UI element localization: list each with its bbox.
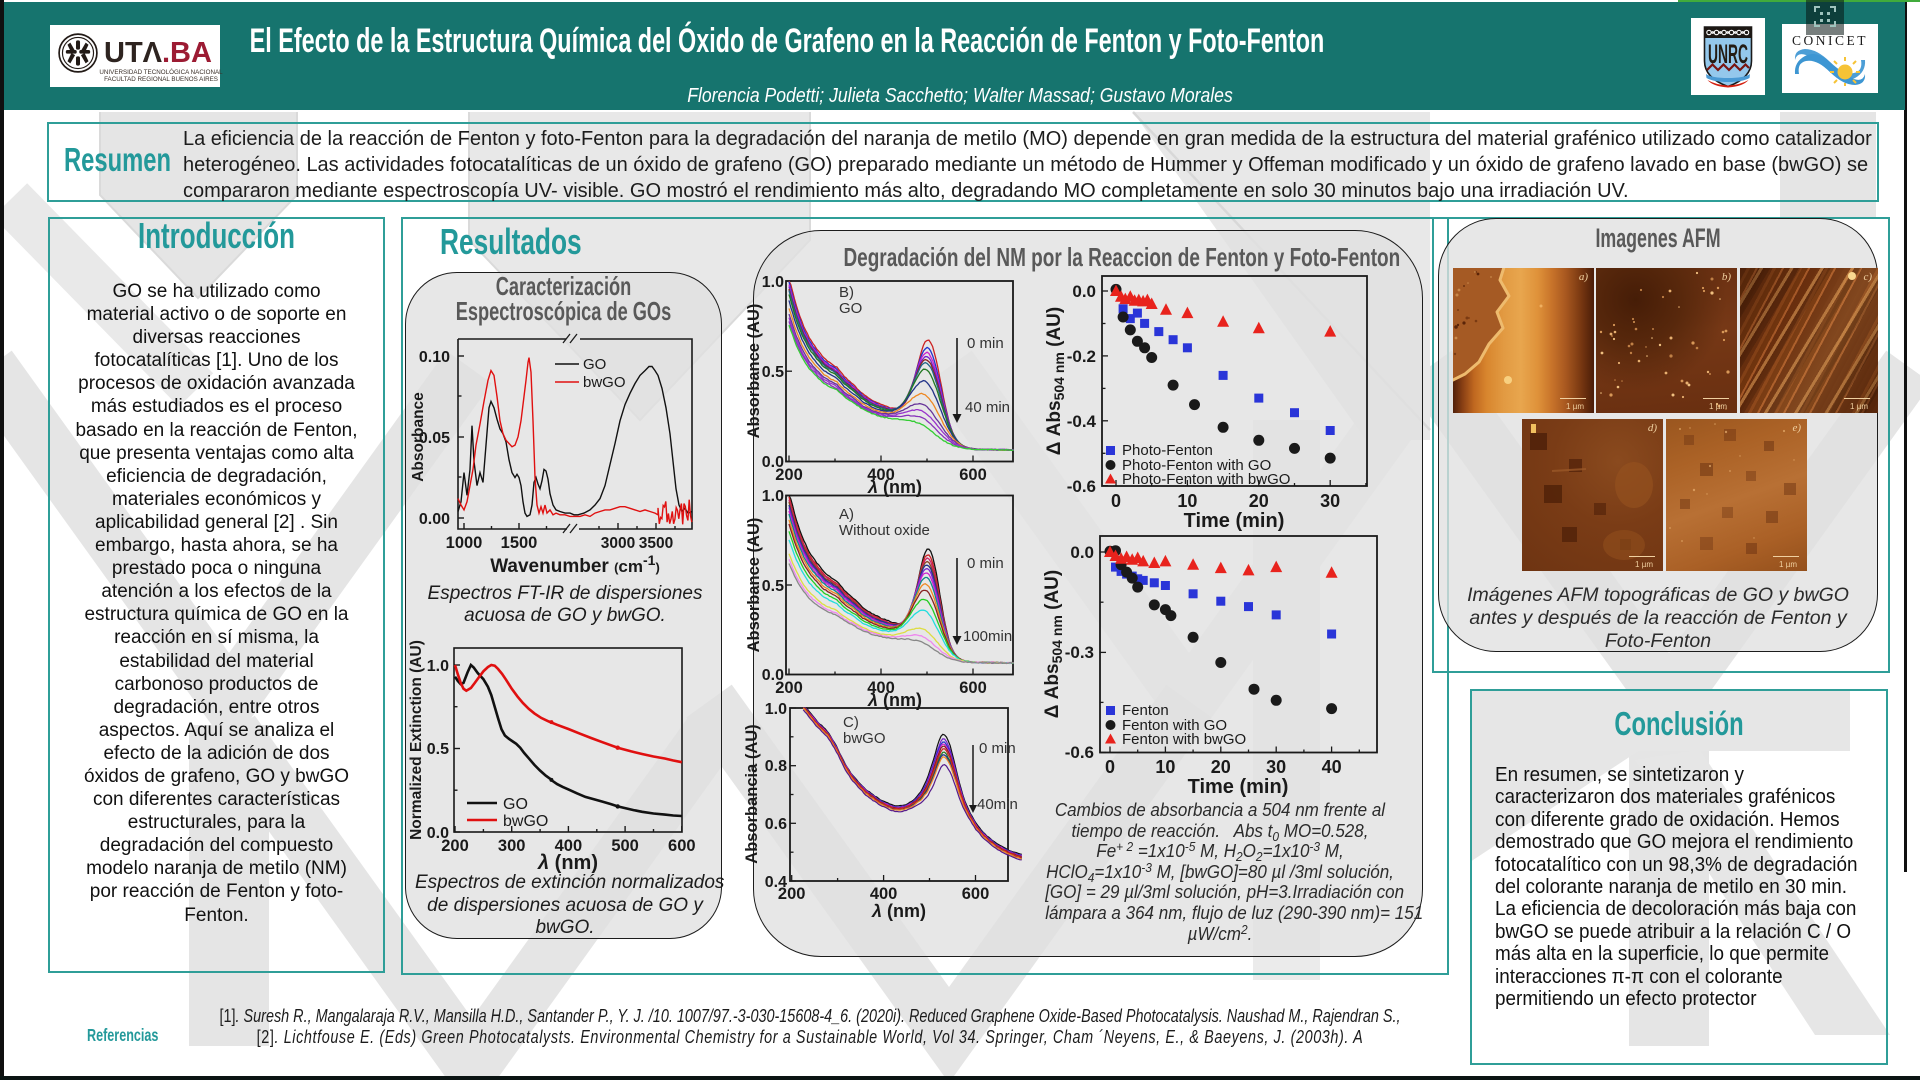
- svg-text:0: 0: [1105, 757, 1115, 777]
- svg-text:1500: 1500: [501, 534, 538, 552]
- svg-text:0.0: 0.0: [762, 454, 784, 471]
- svg-text:Absorbance (AU): Absorbance (AU): [745, 518, 763, 653]
- svg-text:Time (min): Time (min): [1188, 776, 1289, 798]
- svg-text:Wavenumber (cm-1): Wavenumber (cm-1): [490, 552, 660, 577]
- svg-text:400: 400: [555, 837, 583, 855]
- svg-text:0.0: 0.0: [427, 825, 449, 842]
- svg-text:bwGO: bwGO: [843, 730, 886, 747]
- svg-text:40min: 40min: [977, 796, 1018, 813]
- svg-text:400: 400: [870, 885, 898, 903]
- svg-text:300: 300: [498, 837, 526, 855]
- svg-text:Photo-Fenton with GO: Photo-Fenton with GO: [1122, 457, 1271, 474]
- svg-text:λ (nm): λ (nm): [537, 852, 598, 874]
- svg-text:1.0: 1.0: [762, 274, 784, 291]
- svg-text:0.8: 0.8: [765, 758, 787, 775]
- svg-text:200: 200: [441, 837, 469, 855]
- svg-text:40 min: 40 min: [965, 399, 1010, 416]
- svg-text:200: 200: [775, 466, 803, 484]
- svg-text:600: 600: [668, 837, 696, 855]
- svg-text:A): A): [839, 506, 854, 523]
- svg-text:Without oxide: Without oxide: [839, 522, 930, 539]
- svg-text:λ (nm): λ (nm): [871, 901, 926, 921]
- svg-text:30: 30: [1320, 491, 1340, 511]
- svg-text:20: 20: [1211, 757, 1231, 777]
- svg-text:λ (nm): λ (nm): [867, 477, 922, 497]
- svg-text:Δ Abs504 nm (AU): Δ Abs504 nm (AU): [1042, 570, 1065, 718]
- svg-text:Fenton with bwGO: Fenton with bwGO: [1122, 731, 1246, 748]
- svg-text:0 min: 0 min: [967, 555, 1004, 572]
- svg-text:0.6: 0.6: [765, 816, 787, 833]
- svg-text:0.10: 0.10: [419, 349, 450, 366]
- svg-text:Normalized Extinction (AU): Normalized Extinction (AU): [408, 640, 425, 840]
- svg-text:0.4: 0.4: [765, 874, 787, 891]
- svg-text:0.05: 0.05: [419, 430, 450, 447]
- svg-text:-0.3: -0.3: [1065, 643, 1094, 662]
- svg-text:200: 200: [775, 679, 803, 697]
- svg-text:0.0: 0.0: [1070, 543, 1094, 562]
- svg-text:GO: GO: [503, 796, 528, 813]
- svg-text:Photo-Fenton with bwGO: Photo-Fenton with bwGO: [1122, 471, 1290, 488]
- svg-text:λ (nm): λ (nm): [867, 690, 922, 710]
- svg-text:Absorbance (AU): Absorbance (AU): [745, 304, 763, 439]
- svg-text:1.0: 1.0: [762, 488, 784, 505]
- svg-text:1000: 1000: [446, 534, 483, 552]
- svg-text:Fenton with GO: Fenton with GO: [1122, 717, 1227, 734]
- svg-text:UNRC: UNRC: [1708, 41, 1748, 70]
- svg-text:0.0: 0.0: [1072, 282, 1096, 301]
- svg-text:-0.2: -0.2: [1067, 347, 1096, 366]
- svg-text:0.5: 0.5: [762, 364, 784, 381]
- svg-text:bwGO: bwGO: [583, 374, 626, 391]
- svg-text:Δ Abs504 nm (AU): Δ Abs504 nm (AU): [1044, 307, 1067, 455]
- svg-text:Fenton: Fenton: [1122, 702, 1169, 719]
- svg-text:0.00: 0.00: [419, 511, 450, 528]
- svg-text:10: 10: [1177, 491, 1197, 511]
- svg-text:Absorbancia (AU): Absorbancia (AU): [745, 724, 761, 863]
- svg-text:0.5: 0.5: [762, 578, 784, 595]
- svg-text:Time (min): Time (min): [1184, 510, 1285, 532]
- svg-text:200: 200: [778, 885, 806, 903]
- svg-text:400: 400: [867, 679, 895, 697]
- svg-text:0 min: 0 min: [967, 335, 1004, 352]
- svg-text:bwGO: bwGO: [503, 813, 548, 830]
- svg-text:1.0: 1.0: [765, 701, 787, 718]
- svg-text:0.5: 0.5: [427, 741, 449, 758]
- svg-text:400: 400: [867, 466, 895, 484]
- svg-text:100min: 100min: [963, 628, 1012, 645]
- svg-text:3000: 3000: [601, 535, 635, 552]
- svg-text:-0.6: -0.6: [1065, 743, 1094, 762]
- svg-text:3500: 3500: [639, 535, 673, 552]
- svg-text:Photo-Fenton: Photo-Fenton: [1122, 442, 1213, 459]
- svg-text:0 min: 0 min: [979, 740, 1016, 757]
- svg-text:10: 10: [1155, 757, 1175, 777]
- svg-text:Absorbance: Absorbance: [410, 392, 427, 482]
- svg-text:600: 600: [959, 466, 987, 484]
- svg-text:0.0: 0.0: [762, 667, 784, 684]
- svg-text:40: 40: [1322, 757, 1342, 777]
- svg-text:600: 600: [959, 679, 987, 697]
- svg-text:GO: GO: [839, 300, 862, 317]
- svg-text:C): C): [843, 714, 859, 731]
- svg-text:30: 30: [1266, 757, 1286, 777]
- svg-text:20: 20: [1249, 491, 1269, 511]
- svg-text:1.0: 1.0: [427, 658, 449, 675]
- svg-text:-0.6: -0.6: [1067, 477, 1096, 496]
- svg-text:0: 0: [1111, 491, 1121, 511]
- svg-text:B): B): [839, 284, 854, 301]
- svg-text:-0.4: -0.4: [1067, 412, 1097, 431]
- svg-text:GO: GO: [583, 356, 606, 373]
- svg-text:500: 500: [611, 837, 639, 855]
- svg-text:600: 600: [962, 885, 990, 903]
